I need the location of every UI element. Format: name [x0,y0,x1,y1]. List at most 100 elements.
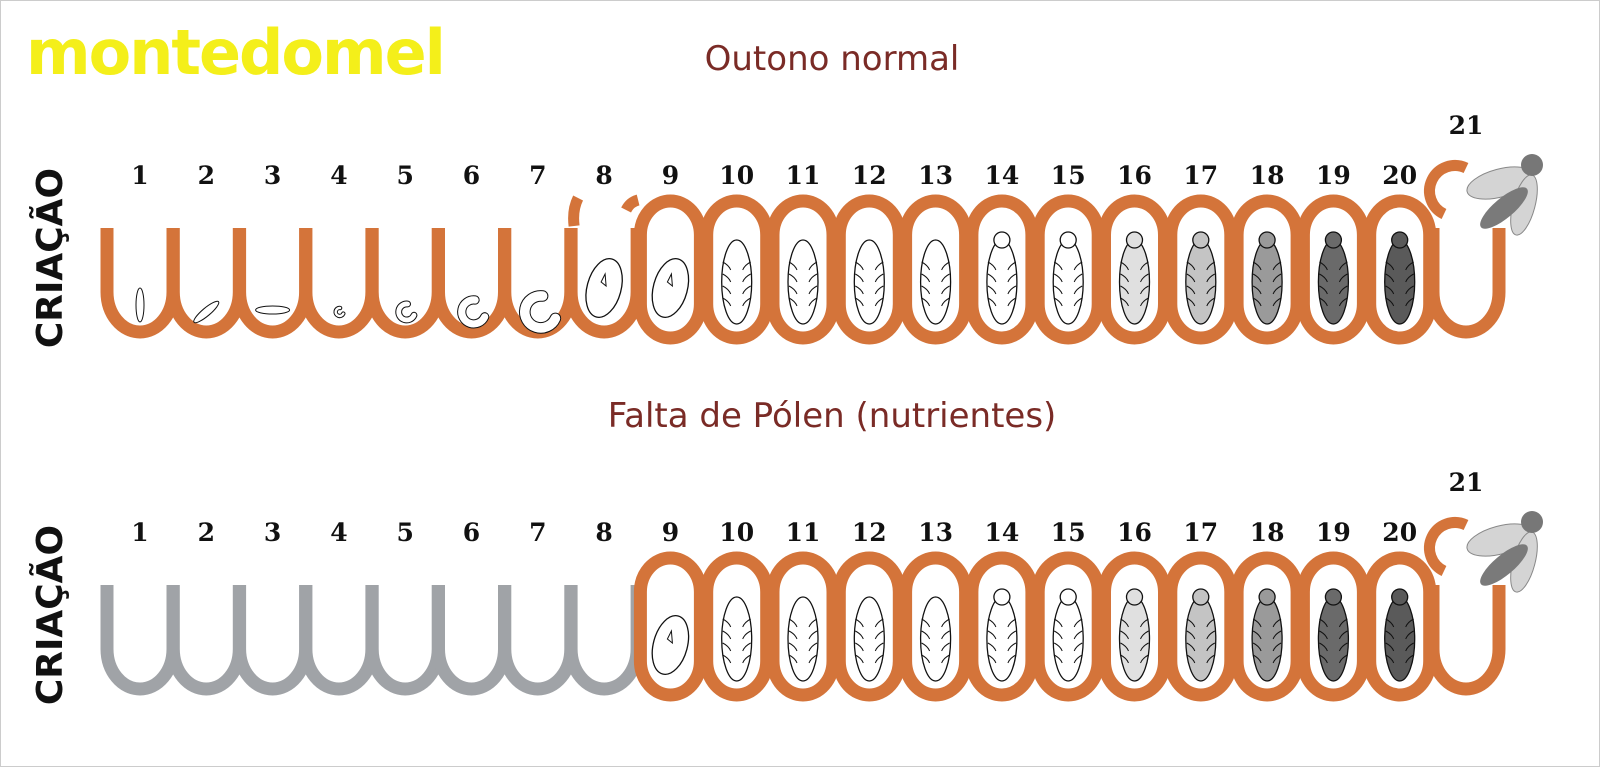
pupa-ridge [855,654,884,664]
pupa-ridge [788,261,818,271]
pupa-body [853,596,885,682]
day-number: 1 [131,161,148,190]
bee-body [1480,544,1528,586]
day-number: 21 [1449,111,1484,140]
day-number: 14 [985,518,1020,547]
bee-body [1480,187,1528,229]
pupa-ridge [1120,654,1149,664]
pupa-ridge [921,654,950,664]
pupa-body [1317,596,1350,682]
pupa-ridge [1385,630,1414,640]
pupa-body [787,239,819,325]
pupa-body [1185,596,1217,682]
pupa-body [1052,239,1084,325]
pupa-ridge [722,654,751,664]
day-number: 3 [264,161,281,190]
day-number: 13 [918,518,953,547]
larva [396,301,417,323]
pupa-ridge [1252,630,1282,640]
pupa-ridge [1385,618,1414,628]
pupa-head [1258,588,1276,606]
pupa-ridge [722,630,751,640]
pupa-ridge [1319,642,1348,652]
day-number: 9 [662,161,679,190]
panel: Falta de Pólen (nutrientes)CRIAÇÃO 1 2 3 4 5 6… [29,396,1543,705]
day-number: 14 [985,161,1020,190]
day-number: 12 [852,161,887,190]
pupa-ridge [1186,261,1216,271]
pupa-ridge [722,261,751,271]
side-label: CRIAÇÃO [29,525,71,705]
pupa-ridge [1186,654,1216,664]
pupa-ridge [1385,642,1414,652]
pupa-head [1391,588,1409,606]
pupa-head [1324,231,1343,249]
pupa-body [1384,596,1416,682]
day-number: 7 [529,518,546,547]
emerged-cap [1424,160,1469,219]
pupa-ridge [1252,654,1282,664]
pupa-head [1324,588,1343,606]
day-number: 10 [719,518,754,547]
pupa-ridge [921,285,950,295]
pupa-ridge [1186,297,1216,307]
day-number: 6 [463,161,480,190]
day-number: 11 [786,518,821,547]
pupa-ridge [987,654,1017,664]
pupa-head [1391,231,1409,249]
larva-mark [600,272,607,288]
day-number: 17 [1183,161,1218,190]
brand: montedomel [26,16,444,89]
pupa-ridge [1319,618,1348,628]
pupa-head [993,231,1011,249]
pupa-ridge [1385,297,1414,307]
pupa-ridge [921,297,950,307]
egg [135,287,145,323]
day-number: 15 [1051,161,1086,190]
day-number: 2 [198,161,215,190]
day-number: 8 [595,161,612,190]
pupa-ridge [1120,630,1149,640]
pupa-ridge [788,297,818,307]
pupa-ridge [1053,261,1083,271]
pupa-ridge [1186,618,1216,628]
day-number: 15 [1051,518,1086,547]
egg [255,305,291,315]
pupa-body [1251,596,1283,682]
pupa-body [986,596,1018,682]
pupa-body [1052,596,1084,682]
pupa-ridge [722,642,751,652]
pupa-ridge [1053,297,1083,307]
pupa-ridge [1319,273,1348,283]
pupa-ridge [1385,654,1414,664]
pupa-ridge [1186,273,1216,283]
pupa-ridge [1186,285,1216,295]
larva [458,296,489,328]
day-number: 18 [1250,518,1285,547]
pupa-ridge [921,642,950,652]
pupa-ridge [788,273,818,283]
pupa-ridge [1053,285,1083,295]
pupa-body [1185,239,1217,325]
pupa-body [919,239,952,325]
day-number: 1 [131,518,148,547]
pupa-head [1059,231,1077,249]
day-number: 21 [1449,468,1484,497]
pupa-ridge [1319,654,1348,664]
larva [520,291,561,333]
pupa-ridge [722,285,751,295]
pupa-ridge [722,618,751,628]
pupa-ridge [1186,630,1216,640]
panel-title: Falta de Pólen (nutrientes) [608,396,1057,436]
day-number: 6 [463,518,480,547]
pupa-body [1118,239,1151,325]
pupa-ridge [1319,285,1348,295]
pupa-ridge [1385,285,1414,295]
pupa-ridge [855,285,884,295]
pupa-ridge [1319,630,1348,640]
larva [651,258,690,318]
larva-mark [666,629,673,645]
pupa-ridge [1252,642,1282,652]
pupa-body [1251,239,1283,325]
